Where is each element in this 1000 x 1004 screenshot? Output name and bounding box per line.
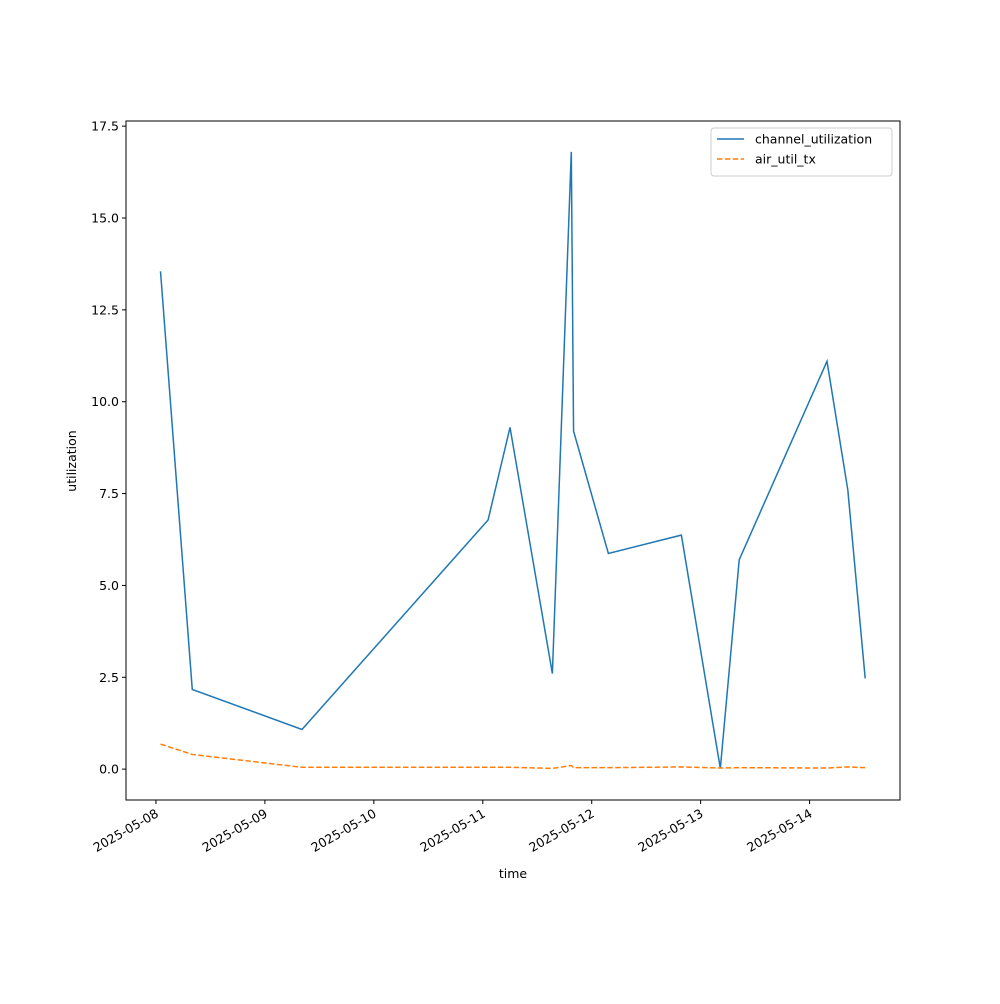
y-tick-label: 2.5 — [99, 670, 119, 685]
x-axis-label: time — [499, 866, 528, 881]
y-tick-label: 17.5 — [91, 119, 119, 134]
y-axis-label: utilization — [64, 430, 79, 491]
y-tick-label: 12.5 — [91, 302, 119, 317]
plot-frame — [125, 120, 901, 801]
legend-box — [710, 127, 893, 177]
series-line — [160, 743, 866, 770]
y-tick-label: 5.0 — [99, 578, 119, 593]
series-line — [159, 151, 866, 769]
y-tick-label: 7.5 — [99, 486, 119, 501]
legend-label: air_util_tx — [755, 152, 816, 167]
y-tick-label: 0.0 — [99, 762, 119, 777]
legend-label: channel_utilization — [755, 132, 872, 147]
y-tick-label: 10.0 — [91, 394, 119, 409]
y-tick-label: 15.0 — [91, 211, 119, 226]
legend: channel_utilization air_util_tx — [710, 127, 893, 177]
